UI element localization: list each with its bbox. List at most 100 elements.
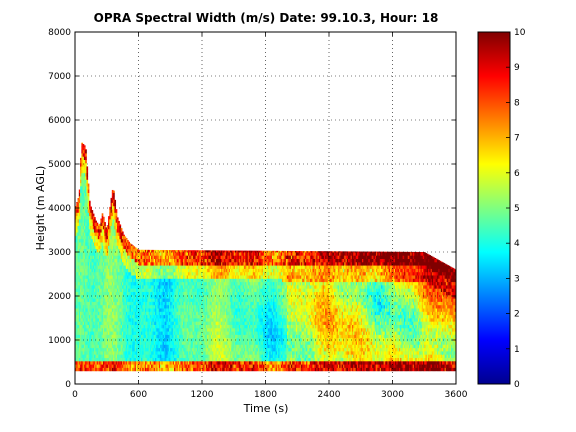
heatmap-cell <box>116 357 119 362</box>
heatmap-cell <box>132 337 134 342</box>
heatmap-cell <box>141 357 143 362</box>
heatmap-cell <box>141 298 143 302</box>
heatmap-cell <box>114 245 117 250</box>
heatmap-cell <box>181 360 184 365</box>
heatmap-cell <box>90 278 92 283</box>
heatmap-cell <box>95 301 97 306</box>
heatmap-cell <box>155 291 157 296</box>
heatmap-cell <box>116 242 119 246</box>
heatmap-cell <box>114 205 117 210</box>
heatmap-cell <box>90 351 92 355</box>
heatmap-cell <box>175 308 177 312</box>
heatmap-cell <box>167 334 170 339</box>
heatmap-cell <box>151 268 153 273</box>
heatmap-cell <box>115 275 118 279</box>
heatmap-cell <box>170 324 172 329</box>
heatmap-cell <box>85 232 87 236</box>
heatmap-cell <box>138 341 141 345</box>
heatmap-cell <box>120 281 123 286</box>
heatmap-cell <box>167 367 170 372</box>
heatmap-cell <box>123 331 125 335</box>
heatmap-cell <box>123 234 125 236</box>
heatmap-cell <box>163 351 166 355</box>
heatmap-cell <box>120 324 123 329</box>
heatmap-cell <box>143 261 146 266</box>
heatmap-cell <box>105 235 108 240</box>
heatmap-cell <box>142 255 144 259</box>
heatmap-cell <box>76 245 78 250</box>
heatmap-cell <box>90 301 92 306</box>
heatmap-cell <box>75 324 77 329</box>
heatmap-cell <box>88 202 91 207</box>
heatmap-cell <box>87 261 90 266</box>
heatmap-cell <box>81 294 84 299</box>
heatmap-cell <box>108 258 110 263</box>
heatmap-cell <box>85 182 87 187</box>
heatmap-cell <box>83 347 86 352</box>
heatmap-cell <box>114 311 117 316</box>
heatmap-cell <box>95 275 97 279</box>
heatmap-cell <box>102 334 105 339</box>
heatmap-cell <box>166 360 169 365</box>
heatmap-cell <box>166 314 169 319</box>
heatmap-cell <box>121 334 124 339</box>
heatmap-cell <box>179 351 181 355</box>
heatmap-cell <box>175 314 177 319</box>
heatmap-cell <box>180 308 183 312</box>
heatmap-cell <box>86 327 89 332</box>
heatmap-cell <box>137 357 139 362</box>
heatmap-cell <box>77 367 80 372</box>
heatmap-cell <box>97 285 100 289</box>
heatmap-cell <box>167 278 170 283</box>
heatmap-cell <box>146 308 148 312</box>
heatmap-cell <box>85 321 87 325</box>
heatmap-cell <box>115 271 118 276</box>
heatmap-cell <box>153 351 156 355</box>
heatmap-cell <box>155 261 157 266</box>
heatmap-cell <box>128 321 131 325</box>
heatmap-cell <box>75 212 77 217</box>
heatmap-cell <box>158 268 161 273</box>
heatmap-cell <box>91 212 94 217</box>
heatmap-cell <box>88 212 91 217</box>
heatmap-cell <box>119 225 122 230</box>
heatmap-cell <box>78 344 81 349</box>
heatmap-cell <box>179 278 181 283</box>
heatmap-cell <box>90 258 92 263</box>
heatmap-cell <box>188 304 190 309</box>
heatmap-cell <box>76 334 78 339</box>
heatmap-cell <box>161 301 164 306</box>
heatmap-cell <box>91 308 94 312</box>
heatmap-cell <box>165 364 167 368</box>
heatmap-cell <box>85 304 87 309</box>
heatmap-cell <box>147 308 150 312</box>
heatmap-cell <box>166 294 169 299</box>
heatmap-cell <box>108 245 110 250</box>
heatmap-cell <box>91 311 94 316</box>
heatmap-cell <box>85 156 87 160</box>
heatmap-cell <box>186 291 189 296</box>
heatmap-cell <box>133 367 136 372</box>
heatmap-cell <box>130 367 133 372</box>
heatmap-cell <box>100 331 103 335</box>
heatmap-cell <box>75 281 77 286</box>
heatmap-cell <box>97 258 100 263</box>
heatmap-cell <box>132 351 134 355</box>
heatmap-cell <box>175 255 177 259</box>
heatmap-cell <box>77 271 80 276</box>
heatmap-cell <box>184 271 186 276</box>
heatmap-cell <box>130 347 133 352</box>
heatmap-cell <box>162 341 165 345</box>
heatmap-cell <box>142 308 144 312</box>
heatmap-cell <box>149 258 152 263</box>
heatmap-cell <box>155 255 157 259</box>
heatmap-cell <box>91 268 94 273</box>
heatmap-cell <box>118 367 120 372</box>
heatmap-cell <box>82 252 85 256</box>
heatmap-cell <box>184 334 186 339</box>
heatmap-cell <box>94 268 96 273</box>
heatmap-cell <box>168 294 171 299</box>
heatmap-cell <box>115 248 118 253</box>
heatmap-cell <box>115 351 118 355</box>
heatmap-cell <box>100 311 103 316</box>
